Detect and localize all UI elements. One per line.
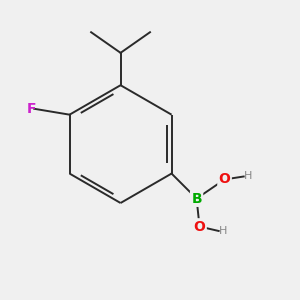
Text: O: O <box>219 172 230 186</box>
Text: F: F <box>26 102 36 116</box>
Text: O: O <box>194 220 206 234</box>
Text: B: B <box>191 192 202 206</box>
Text: H: H <box>219 226 227 236</box>
Text: H: H <box>244 172 252 182</box>
